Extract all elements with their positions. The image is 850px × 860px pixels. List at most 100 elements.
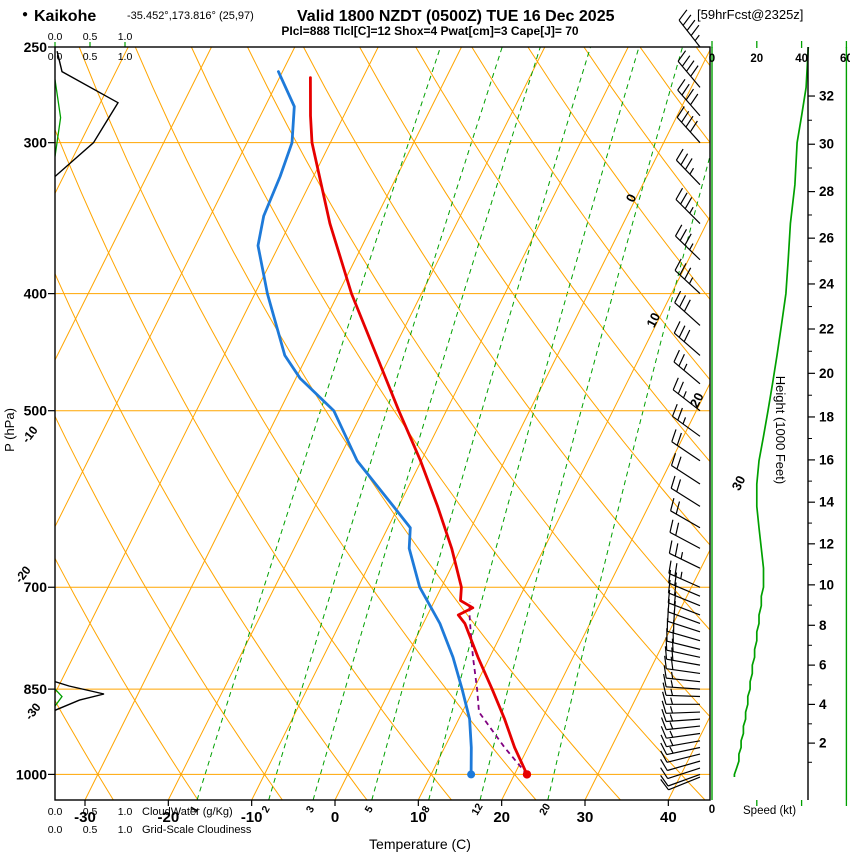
wind-barb-staff [668, 592, 701, 607]
wind-barb-feathers [663, 665, 674, 679]
dry-adiabat-line [583, 47, 710, 222]
parcel-path-curve [468, 601, 528, 775]
dry-adiabat-line [55, 699, 114, 800]
wind-barb-feathers [675, 148, 695, 175]
wind-barb-feathers [670, 475, 682, 492]
isotherm-line [55, 47, 296, 528]
wind-barb-staff [673, 332, 701, 356]
wind-barb-staff [678, 19, 701, 48]
wind-barb-staff [676, 116, 701, 144]
cloudwater-scale-label: 0.5 [83, 31, 98, 43]
wind-barb-feathers [661, 709, 674, 722]
wind-barb-staff [674, 302, 701, 326]
wind-barb-feathers [668, 540, 684, 560]
dry-adiabat-line [247, 47, 710, 718]
pressure-tick-label: 500 [24, 403, 48, 419]
wind-barb-staff [667, 767, 701, 780]
wind-barb-staff [669, 552, 701, 569]
dry-adiabat-line [415, 47, 710, 463]
isotherm-line [55, 47, 129, 195]
wind-barb-feathers [667, 589, 677, 606]
cloudiness-scale-label-bottom: 0.0 [48, 824, 63, 836]
pressure-tick-label: 250 [24, 39, 48, 55]
cloudwater-profile [55, 79, 62, 157]
dewpoint-curve [256, 70, 473, 776]
mixing-ratio-line [547, 154, 710, 800]
cloudiness-scale-label-bottom: 0.5 [83, 824, 98, 836]
wind-barb-feathers [660, 775, 669, 787]
wind-barb-staff [672, 389, 701, 412]
pressure-tick-label: 850 [24, 681, 48, 697]
isotherm-line [584, 548, 710, 800]
mixing-ratio-line [312, 47, 541, 800]
cloudiness-profile [55, 51, 119, 178]
temperature-tick-label: 30 [577, 809, 594, 826]
wind-barb-feathers [673, 321, 691, 342]
dry-adiabat-line [55, 272, 368, 800]
dry-adiabat-line [78, 47, 537, 800]
wind-barb-staff [668, 572, 701, 588]
cloudiness-axis-title: Grid-Scale Cloudiness [142, 824, 252, 836]
isotherm-label: 20 [687, 390, 707, 410]
cloudiness-scale-label-top: 0.5 [83, 51, 98, 63]
mixing-ratio-label: 3 [304, 804, 317, 815]
station-coords: -35.452°,173.816° (25,97) [127, 10, 254, 22]
height-tick-label: 32 [819, 89, 834, 104]
dry-adiabat-label: -10 [19, 423, 41, 446]
height-tick-label: 12 [819, 536, 834, 551]
station-bullet-icon: ● [22, 9, 28, 20]
temperature-tick-label: 20 [493, 809, 510, 826]
speed-tick-label: 40 [795, 53, 808, 65]
wind-barb-staff [677, 89, 701, 117]
dry-adiabat-line [752, 47, 850, 800]
height-tick-label: 18 [819, 409, 835, 424]
wind-barb-feathers [660, 758, 668, 771]
wind-barb-staff [668, 776, 701, 791]
dry-adiabat-line [190, 47, 706, 800]
wind-barb-staff [673, 361, 701, 385]
cloudiness-scale-label-top: 1.0 [118, 51, 133, 63]
mixing-ratio-line [196, 47, 441, 800]
wind-barb-feathers [674, 258, 694, 284]
wind-barb-feathers [660, 726, 674, 739]
height-tick-label: 6 [819, 658, 827, 673]
wind-barb-feathers [674, 290, 691, 312]
wind-barb-staff [666, 753, 701, 763]
cloudwater-scale-label-bottom: 1.0 [118, 806, 133, 818]
wind-barb-staff [666, 725, 701, 731]
mixing-ratio-line [428, 47, 640, 800]
isotherm-line [55, 47, 379, 695]
pressure-tick-label: 400 [24, 286, 48, 302]
wind-barb-staff [665, 711, 701, 714]
wind-barb-staff [666, 732, 701, 739]
isotherm-line [167, 47, 546, 800]
wind-barb-staff [674, 269, 701, 295]
wind-barb-feathers [663, 673, 674, 688]
speed-axis-title: Speed (kt) [743, 805, 796, 817]
sounding-profiles [256, 70, 532, 779]
wind-barb-staff [667, 760, 701, 772]
isotherm-line [501, 382, 710, 800]
mixing-ratio-label: 8 [419, 804, 432, 815]
dry-adiabat-line [359, 47, 710, 546]
dry-adiabat-line [134, 47, 621, 800]
wind-barb-staff [666, 718, 701, 723]
wind-speed-curve [733, 46, 810, 777]
mixing-ratio-line [371, 47, 591, 800]
cloud-profiles [55, 51, 119, 711]
valid-time: Valid 1800 NZDT (0500Z) TUE 16 Dec 2025 [297, 8, 615, 25]
wind-barb-staff [667, 773, 701, 787]
wind-barb-staff [675, 159, 701, 186]
wind-barb-staff [666, 746, 701, 756]
temperature-tick-label: 0 [331, 809, 339, 826]
wind-barb-staff [670, 510, 701, 529]
wind-barb-staff [665, 694, 701, 698]
cloudwater-axis-title: CloudWater (g/Kg) [142, 806, 233, 818]
height-tick-label: 4 [819, 697, 827, 712]
isotherm-line [55, 47, 212, 362]
wind-barb-staff [667, 630, 701, 642]
dry-adiabat-line [55, 128, 452, 800]
height-tick-label: 2 [819, 736, 827, 751]
